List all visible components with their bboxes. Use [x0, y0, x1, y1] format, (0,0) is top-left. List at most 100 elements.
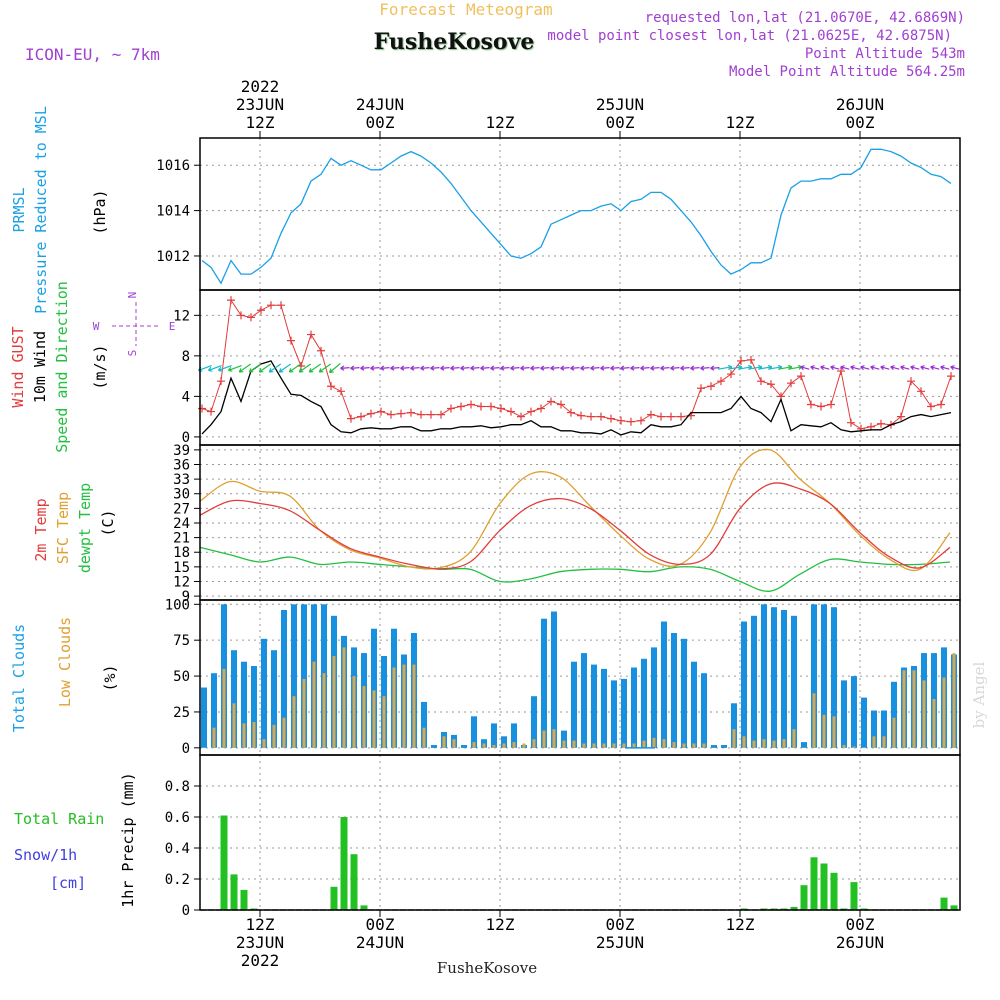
wind-direction-arrow [340, 365, 350, 371]
bottom-date-label: 24JUN [356, 933, 404, 952]
low-cloud-bar [292, 696, 296, 748]
low-cloud-bar [822, 714, 826, 748]
top-hour-label: 00Z [846, 113, 875, 132]
low-cloud-bar [412, 664, 416, 748]
bottom-year-label: 2022 [241, 951, 280, 970]
gust-marker [647, 410, 655, 419]
wind-direction-arrow [920, 365, 930, 371]
wind-direction-arrow [680, 365, 690, 371]
gust-marker [507, 407, 515, 416]
total-cloud-bar [691, 661, 697, 748]
rain-label: Total Rain [14, 810, 104, 828]
gust-marker [237, 311, 245, 320]
wind-direction-arrow [530, 365, 540, 371]
gust-marker [927, 402, 935, 411]
gust-marker [617, 416, 625, 425]
precip-bar [360, 905, 368, 910]
precip-side-labels: Total Rain Snow/1h [cm] 1hr Precip (mm) [14, 772, 137, 907]
clouds-panel: 0 25 50 75 100 [165, 597, 960, 757]
total-cloud-bar [791, 615, 797, 748]
precip-bar [220, 815, 228, 910]
wind-direction-arrow [490, 365, 500, 371]
chart-title: Forecast Meteogram [379, 0, 552, 19]
gust-marker [847, 418, 855, 427]
gust-marker [747, 355, 755, 364]
gust-marker [907, 377, 915, 386]
total-cloud-bar [821, 604, 827, 748]
wind-direction-arrow [590, 365, 600, 371]
gust-marker [607, 414, 615, 423]
wind-direction-arrow [217, 365, 232, 372]
total-cloud-bar [661, 621, 667, 748]
low-cloud-bar [852, 746, 856, 748]
low-cloud-bar [732, 729, 736, 748]
low-cloud-label: Low Clouds [56, 617, 74, 707]
wind-direction-arrow [400, 365, 410, 371]
total-cloud-bar [541, 618, 547, 748]
wind-direction-arrow [910, 365, 920, 371]
top-hour-label: 12Z [726, 113, 755, 132]
wind-direction-arrow [370, 365, 380, 371]
gust-marker [627, 417, 635, 426]
gust-marker [637, 416, 645, 425]
wind-direction-arrow [700, 365, 710, 371]
total-cloud-bar [771, 607, 777, 748]
low-cloud-bar [602, 743, 606, 748]
gust-marker [267, 301, 275, 310]
top-date-label: 26JUN [836, 95, 884, 114]
temperature-ytick-label: 36 [173, 457, 190, 473]
low-cloud-bar [762, 739, 766, 748]
top-hour-label: 12Z [486, 113, 515, 132]
wind-ytick-label: 0 [182, 430, 190, 446]
wind-direction-arrow [870, 365, 880, 371]
location-title: FusheKosove [374, 29, 535, 55]
total-cloud-bar [591, 664, 597, 748]
gust-marker [347, 414, 355, 423]
precipitation-ytick-label: 0.6 [165, 810, 190, 826]
total-cloud-bar [581, 653, 587, 748]
low-cloud-bar [642, 740, 646, 748]
total-cloud-bar [201, 687, 207, 748]
requested-coords: requested lon,lat (21.0670E, 42.6869N) [645, 10, 965, 26]
precipitation-panel: 0 0.2 0.4 0.6 0.8 [165, 755, 960, 919]
total-cloud-bar [561, 730, 567, 748]
snow-label: Snow/1h [14, 846, 77, 864]
total-cloud-bar [711, 745, 717, 748]
bottom-date-label: 26JUN [836, 933, 884, 952]
pressure-label-2: Pressure Reduced to MSL [32, 106, 50, 314]
total-cloud-bar [881, 710, 887, 748]
temperature-ytick-label: 18 [173, 545, 190, 561]
wind-unit: (m/s) [91, 344, 109, 389]
low-cloud-bar [592, 743, 596, 748]
wind-direction-arrow [650, 365, 660, 371]
low-cloud-bar [312, 661, 316, 748]
gust-marker [707, 382, 715, 391]
wind-direction-arrow [690, 365, 700, 371]
wind-direction-arrow [450, 365, 460, 371]
gust-marker [677, 412, 685, 421]
wind-direction-arrow [830, 365, 840, 371]
gust-marker [567, 408, 575, 417]
wind-direction-arrow [850, 365, 860, 371]
total-cloud-bar [621, 678, 627, 748]
wind-direction-arrow [580, 365, 590, 371]
wind-direction-arrow [298, 363, 312, 373]
wind-direction-arrow [390, 365, 400, 371]
dewpoint-line [199, 546, 951, 592]
low-cloud-bar [562, 740, 566, 748]
low-cloud-bar [792, 729, 796, 748]
low-cloud-bar [922, 680, 926, 748]
pressure-label-1: PRMSL [10, 187, 28, 232]
gust-marker [877, 419, 885, 428]
low-cloud-bar [282, 717, 286, 748]
wind-direction-arrow [480, 365, 490, 371]
wind-direction-arrow [278, 363, 292, 373]
low-cloud-bar [912, 670, 916, 748]
wind-direction-arrow [800, 365, 810, 371]
low-cloud-bar [472, 742, 476, 748]
precip-bar [240, 889, 248, 910]
gust-marker [547, 397, 555, 406]
wind-direction-arrow [308, 363, 322, 373]
temperature-ytick-label: 33 [173, 472, 190, 488]
